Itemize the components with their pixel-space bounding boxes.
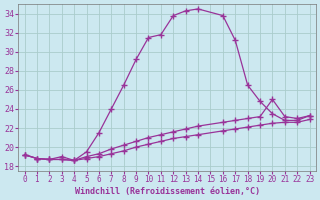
X-axis label: Windchill (Refroidissement éolien,°C): Windchill (Refroidissement éolien,°C) bbox=[75, 187, 260, 196]
